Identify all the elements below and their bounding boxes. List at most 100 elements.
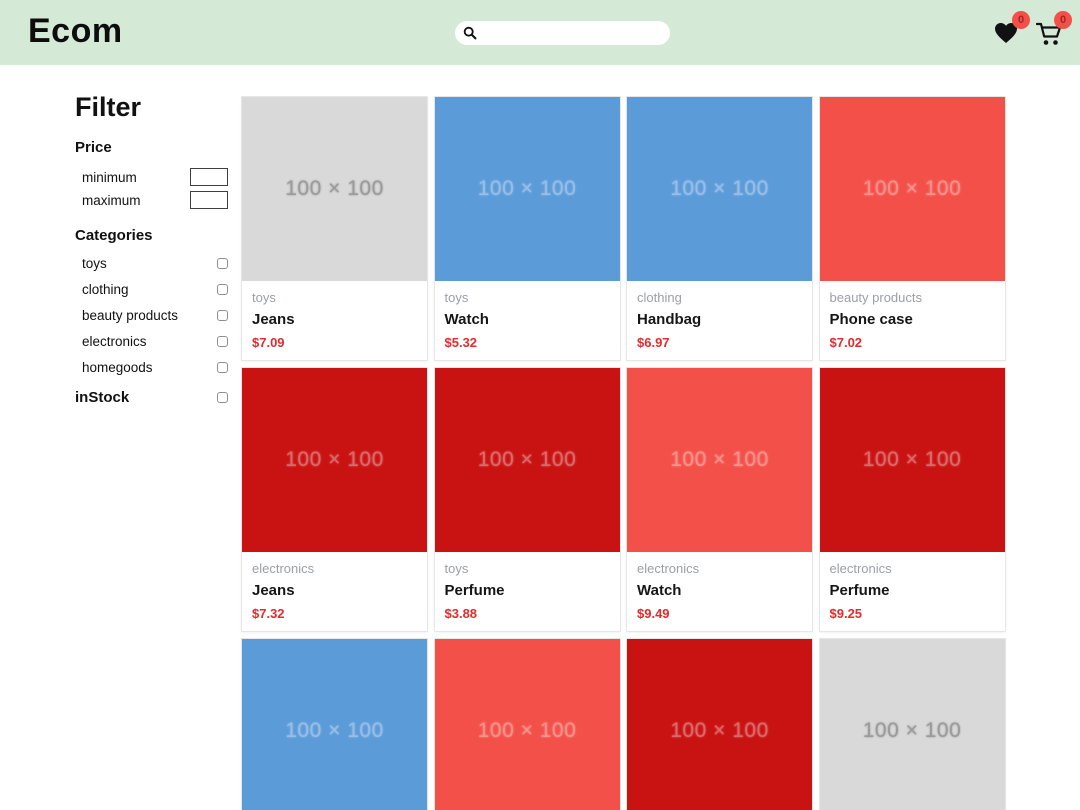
category-option-row: electronics [75,334,228,349]
instock-label: inStock [75,389,130,406]
heart-icon [995,23,1017,43]
product-name: Handbag [637,311,702,328]
price-section-label: Price [75,139,112,156]
minimum-price-label: minimum [82,169,137,185]
image-placeholder-text: 100 × 100 [862,177,962,200]
product-card[interactable]: 100 × 100 electronics [818,638,1006,810]
product-info: beauty products Phone case $7.02 [820,281,1005,360]
search-bar[interactable] [455,21,670,45]
product-card[interactable]: 100 × 100 toys [241,638,428,810]
maximum-price-input[interactable] [190,191,228,209]
product-card[interactable]: 100 × 100 toys Perfume $3.88 [433,367,621,632]
product-name: Perfume [444,582,505,599]
product-info: toys Watch $5.32 [435,281,620,360]
image-placeholder-text: 100 × 100 [477,448,577,471]
product-category: toys [444,561,469,576]
product-price: $5.32 [444,335,478,350]
product-info: toys Jeans $7.09 [242,281,427,360]
image-placeholder-text: 100 × 100 [862,448,962,471]
wishlist-count-badge: 0 [1012,11,1030,29]
image-placeholder-text: 100 × 100 [670,719,769,742]
product-card[interactable]: 100 × 100 electronics Jeans $7.32 [241,367,428,632]
product-info: electronics Jeans $7.32 [242,552,427,631]
product-price: $9.49 [637,606,670,621]
category-option-label: toys [82,256,107,271]
product-card[interactable]: 100 × 100 toys Watch $5.32 [433,96,621,361]
product-name: Watch [637,582,682,599]
header-icons: 0 0 [994,11,1072,46]
product-card[interactable]: 100 × 100 electronics Perfume $9.25 [818,367,1006,632]
product-image: 100 × 100 [242,368,427,552]
product-price: $6.97 [637,335,670,350]
category-checkbox[interactable] [217,362,228,373]
product-image: 100 × 100 [819,97,1005,281]
product-grid: 100 × 100 toys Jeans $7.09 100 × 100 toy… [241,96,1006,810]
product-name: Perfume [829,582,890,599]
categories-section-label: Categories [75,227,153,244]
product-price: $7.02 [829,335,863,350]
product-name: Phone case [829,311,913,328]
category-option-row: beauty products [75,308,228,323]
product-info: toys Perfume $3.88 [435,552,620,631]
product-category: clothing [637,290,682,305]
product-info: electronics Perfume $9.25 [820,552,1005,631]
product-price: $7.09 [252,335,285,350]
product-image: 100 × 100 [242,97,427,281]
image-placeholder-text: 100 × 100 [285,177,384,200]
category-option-row: toys [75,256,228,271]
product-card[interactable]: 100 × 100 clothing Handbag $6.97 [626,96,813,361]
product-name: Watch [444,311,489,328]
product-category: electronics [637,561,700,576]
product-image: 100 × 100 [819,639,1005,810]
wishlist-button[interactable]: 0 [994,11,1030,46]
maximum-price-row: maximum [75,191,228,209]
category-option-label: beauty products [82,308,179,323]
image-placeholder-text: 100 × 100 [285,719,384,742]
image-placeholder-text: 100 × 100 [477,719,577,742]
product-info: clothing Handbag $6.97 [627,281,812,360]
instock-checkbox[interactable] [217,392,228,403]
product-card[interactable]: 100 × 100 home goods [433,638,621,810]
category-option-row: homegoods [75,360,228,375]
category-checkbox[interactable] [217,310,228,321]
category-option-row: clothing [75,282,228,297]
category-checkbox[interactable] [217,258,228,269]
category-options: toys clothing beauty products electronic… [75,256,228,375]
product-image: 100 × 100 [434,368,620,552]
image-placeholder-text: 100 × 100 [670,177,769,200]
product-card[interactable]: 100 × 100 electronics [626,638,813,810]
product-image: 100 × 100 [627,368,812,552]
product-category: beauty products [829,290,923,305]
product-category: electronics [252,561,315,576]
category-checkbox[interactable] [217,336,228,347]
product-price: $7.32 [252,606,285,621]
product-image: 100 × 100 [242,639,427,810]
product-image: 100 × 100 [627,97,812,281]
product-image: 100 × 100 [434,639,620,810]
header: Ecom 0 0 [0,0,1080,65]
search-icon [463,26,477,40]
product-card[interactable]: 100 × 100 beauty products Phone case $7.… [818,96,1006,361]
product-category: electronics [829,561,892,576]
product-category: toys [444,290,469,305]
search-input[interactable] [482,24,662,42]
category-option-label: clothing [82,282,129,297]
product-card[interactable]: 100 × 100 electronics Watch $9.49 [626,367,813,632]
image-placeholder-text: 100 × 100 [477,177,577,200]
cart-button[interactable]: 0 [1035,11,1072,46]
category-checkbox[interactable] [217,284,228,295]
product-card[interactable]: 100 × 100 toys Jeans $7.09 [241,96,428,361]
product-image: 100 × 100 [434,97,620,281]
category-option-label: electronics [82,334,147,349]
instock-row: inStock [75,389,228,406]
brand-logo[interactable]: Ecom [28,12,123,50]
product-image: 100 × 100 [819,368,1005,552]
image-placeholder-text: 100 × 100 [670,448,769,471]
cart-count-badge: 0 [1054,11,1072,29]
maximum-price-label: maximum [82,192,141,208]
minimum-price-input[interactable] [190,168,228,186]
product-info: electronics Watch $9.49 [627,552,812,631]
category-option-label: homegoods [82,360,153,375]
product-name: Jeans [252,311,295,328]
